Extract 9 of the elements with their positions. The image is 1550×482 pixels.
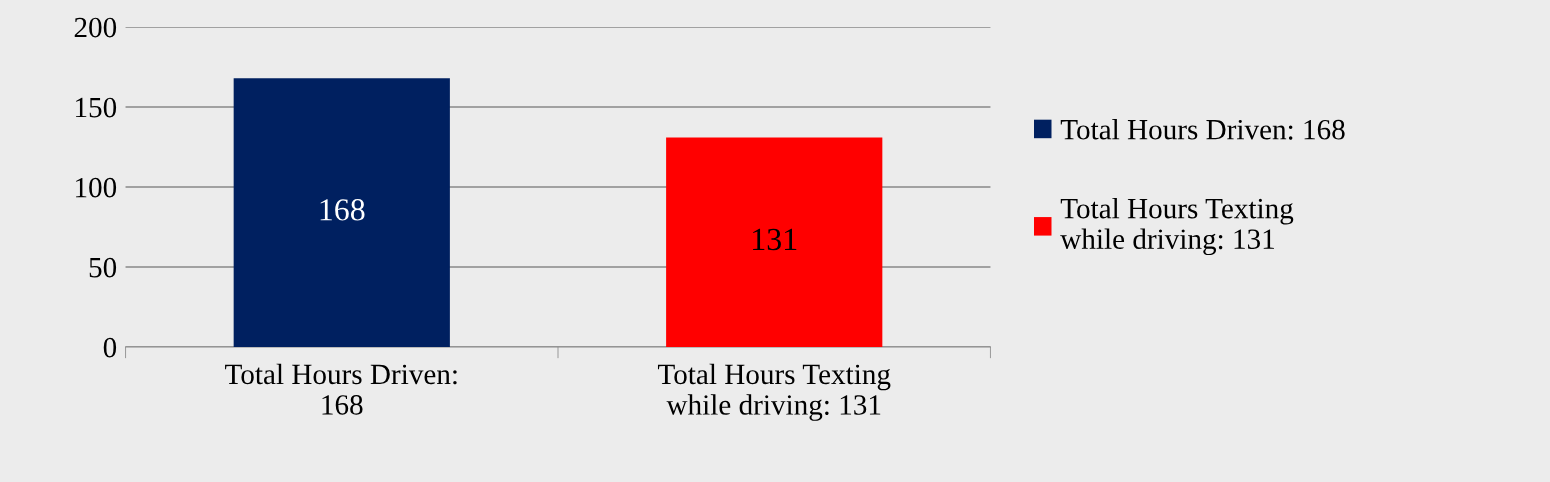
legend-label: Total Hours Driven: 168	[1060, 118, 1345, 140]
y-tick-label: 0	[103, 337, 117, 358]
legend-label: Total Hours Texting while driving: 131	[1060, 197, 1294, 256]
data-label: 131	[753, 228, 797, 251]
y-tick-label: 150	[76, 97, 117, 118]
y-tick-label: 100	[76, 177, 117, 198]
data-label: 168	[320, 199, 365, 221]
y-tick-label: 50	[89, 257, 117, 278]
y-tick-label: 200	[74, 17, 117, 38]
